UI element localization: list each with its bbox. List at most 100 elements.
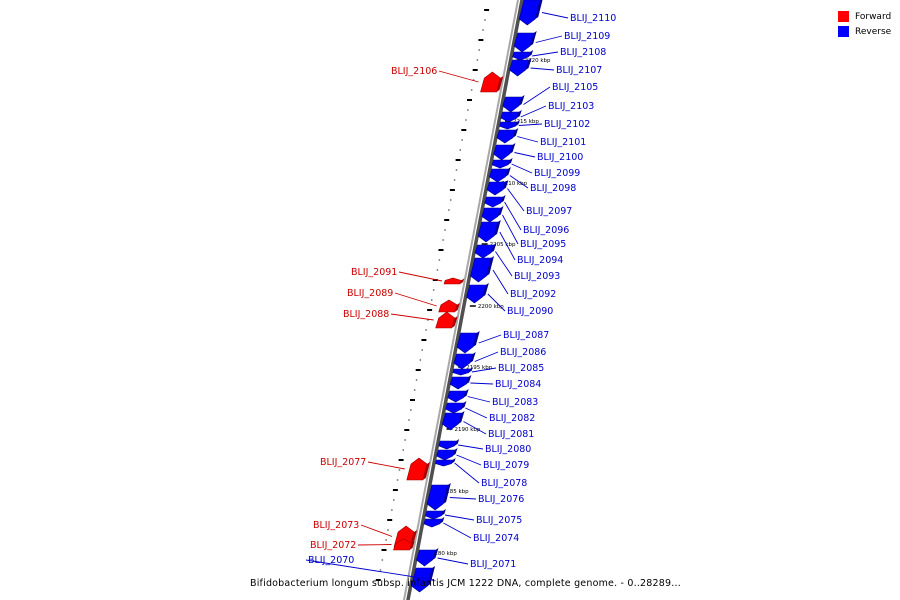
- gene-feature[interactable]: [491, 159, 511, 169]
- gene-label: BLIJ_2098: [530, 183, 576, 194]
- gene-feature[interactable]: [480, 71, 501, 93]
- gene-feature[interactable]: [518, 0, 541, 26]
- gene-label: BLIJ_2107: [556, 65, 602, 76]
- label-leader-line: [492, 269, 509, 295]
- gene-feature-side: [410, 530, 418, 547]
- scale-label: 2220 kbp: [525, 58, 551, 64]
- gene-feature[interactable]: [502, 96, 522, 113]
- gene-feature[interactable]: [423, 518, 442, 528]
- gene-feature[interactable]: [435, 311, 456, 329]
- gene-feature[interactable]: [406, 457, 428, 481]
- label-leader-line: [507, 188, 525, 212]
- gene-label: BLIJ_2086: [500, 347, 546, 358]
- gene-feature-side: [497, 206, 504, 217]
- gene-label: BLIJ_2109: [564, 31, 610, 42]
- gene-feature[interactable]: [411, 567, 433, 593]
- gene-feature[interactable]: [441, 412, 462, 431]
- gene-label: BLIJ_2077: [320, 457, 366, 468]
- tick-marks: [375, 9, 490, 581]
- gene-feature-side: [472, 331, 480, 347]
- legend-reverse: Reverse: [838, 24, 891, 39]
- gene-feature[interactable]: [493, 144, 513, 161]
- gene-feature[interactable]: [513, 32, 535, 53]
- label-leader-line: [495, 251, 513, 277]
- label-leader-line: [390, 313, 434, 321]
- gene-feature[interactable]: [486, 181, 506, 196]
- gene-label: BLIJ_2079: [483, 460, 529, 471]
- label-leader-line: [357, 544, 392, 546]
- gene-feature[interactable]: [438, 299, 458, 313]
- gene-feature[interactable]: [445, 402, 464, 414]
- gene-label: BLIJ_2072: [310, 540, 356, 551]
- gene-label: BLIJ_2073: [313, 520, 359, 531]
- forward-swatch-icon: [838, 11, 849, 22]
- backbone-line: [406, 0, 524, 600]
- label-leader-line: [478, 334, 502, 344]
- label-leader-line: [535, 35, 563, 43]
- scale-label: 2190 kbp: [454, 427, 480, 433]
- gene-feature[interactable]: [416, 549, 436, 567]
- gene-feature-side: [490, 243, 497, 253]
- gene-feature[interactable]: [489, 168, 509, 183]
- label-leader-line: [437, 557, 469, 565]
- gene-feature[interactable]: [499, 121, 518, 130]
- label-leader-line: [444, 514, 475, 521]
- legend-reverse-label: Reverse: [855, 26, 892, 37]
- gene-label: BLIJ_2099: [534, 168, 580, 179]
- gene-label: BLIJ_2102: [544, 119, 590, 130]
- gene-feature[interactable]: [456, 332, 478, 354]
- gene-feature-side: [528, 50, 534, 57]
- gene-feature-side: [518, 95, 525, 106]
- gene-feature[interactable]: [449, 376, 469, 390]
- gene-feature[interactable]: [481, 207, 501, 223]
- gene-feature-side: [496, 76, 504, 92]
- label-leader-line: [499, 231, 516, 261]
- gene-feature[interactable]: [509, 59, 530, 77]
- gene-feature[interactable]: [496, 129, 516, 144]
- gene-feature[interactable]: [484, 196, 503, 208]
- gene-feature[interactable]: [512, 51, 531, 61]
- label-leader-line: [509, 175, 529, 189]
- scale-label: 2215 kbp: [513, 119, 539, 125]
- gene-feature-side: [502, 180, 509, 190]
- label-leader-line: [449, 497, 477, 500]
- gene-feature-side: [482, 283, 489, 297]
- gene-feature[interactable]: [470, 257, 492, 283]
- gene-feature[interactable]: [466, 284, 487, 304]
- gene-feature[interactable]: [435, 459, 454, 467]
- gene-feature-side: [439, 517, 445, 524]
- label-leader-line: [502, 214, 519, 245]
- gene-feature[interactable]: [425, 510, 444, 520]
- gene-feature[interactable]: [447, 390, 467, 403]
- gene-feature-side: [409, 541, 415, 550]
- gene-feature[interactable]: [393, 538, 412, 551]
- scale-label: 2210 kbp: [501, 181, 527, 187]
- label-leader-line: [467, 396, 491, 403]
- gene-feature-side: [500, 195, 506, 203]
- gene-feature-side: [466, 375, 472, 385]
- gene-feature-side: [486, 256, 494, 276]
- gene-feature-side: [535, 0, 543, 19]
- gene-label: BLIJ_2108: [560, 47, 606, 58]
- gene-feature[interactable]: [452, 368, 471, 376]
- gene-feature[interactable]: [436, 449, 455, 461]
- gene-feature[interactable]: [474, 244, 494, 259]
- gene-feature[interactable]: [500, 111, 520, 123]
- label-leader-line: [465, 407, 488, 419]
- gene-feature[interactable]: [477, 221, 499, 243]
- gene-feature-side: [509, 143, 516, 154]
- label-leader-line: [530, 67, 555, 71]
- gene-feature[interactable]: [453, 353, 474, 370]
- gene-feature[interactable]: [443, 277, 462, 285]
- label-leader-line: [305, 559, 435, 581]
- label-leader-line: [394, 292, 437, 307]
- gene-label: BLIJ_2076: [478, 494, 524, 505]
- label-leader-line: [511, 163, 533, 174]
- gene-label: BLIJ_2101: [540, 137, 586, 148]
- gene-feature[interactable]: [426, 484, 449, 511]
- gene-feature[interactable]: [438, 440, 457, 450]
- gene-feature-side: [454, 302, 460, 312]
- gene-label: BLIJ_2084: [495, 379, 541, 390]
- backbone-line-shadow: [402, 0, 520, 600]
